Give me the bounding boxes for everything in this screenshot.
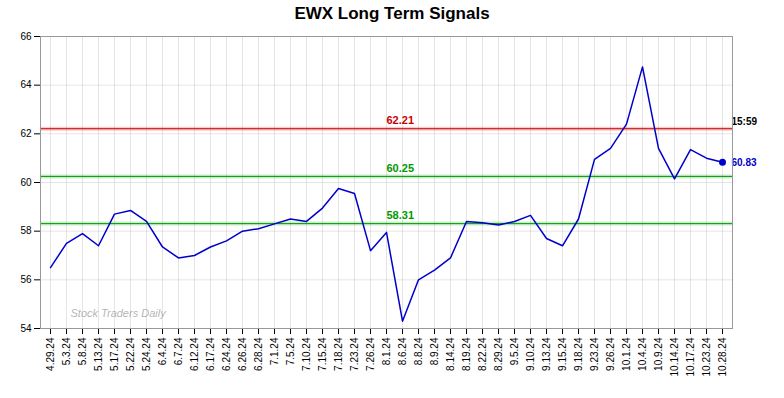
svg-text:4.29.24: 4.29.24 xyxy=(45,337,56,371)
svg-text:15:59: 15:59 xyxy=(732,116,758,127)
svg-text:9.5.24: 9.5.24 xyxy=(509,337,520,365)
svg-text:8.29.24: 8.29.24 xyxy=(493,337,504,371)
svg-text:6.28.24: 6.28.24 xyxy=(253,337,264,371)
svg-text:10.23.24: 10.23.24 xyxy=(701,337,712,376)
svg-text:8.14.24: 8.14.24 xyxy=(445,337,456,371)
svg-text:7.1.24: 7.1.24 xyxy=(269,337,280,365)
svg-text:6.17.24: 6.17.24 xyxy=(205,337,216,371)
svg-text:8.6.24: 8.6.24 xyxy=(397,337,408,365)
svg-text:8.19.24: 8.19.24 xyxy=(461,337,472,371)
svg-text:64: 64 xyxy=(20,79,32,90)
svg-text:10.28.24: 10.28.24 xyxy=(717,337,728,376)
svg-text:6.24.24: 6.24.24 xyxy=(221,337,232,371)
svg-text:5.24.24: 5.24.24 xyxy=(141,337,152,371)
svg-text:6.4.24: 6.4.24 xyxy=(157,337,168,365)
html-text:EWX Long Term Signals: EWX Long Term Signals xyxy=(294,4,490,23)
svg-text:5.3.24: 5.3.24 xyxy=(61,337,72,365)
svg-text:60: 60 xyxy=(20,177,32,188)
svg-text:5.8.24: 5.8.24 xyxy=(77,337,88,365)
svg-text:9.10.24: 9.10.24 xyxy=(525,337,536,371)
svg-text:56: 56 xyxy=(20,274,32,285)
svg-text:6.7.24: 6.7.24 xyxy=(173,337,184,365)
svg-text:10.4.24: 10.4.24 xyxy=(637,337,648,371)
svg-text:10.1.24: 10.1.24 xyxy=(621,337,632,371)
svg-text:10.9.24: 10.9.24 xyxy=(653,337,664,371)
svg-text:5.13.24: 5.13.24 xyxy=(93,337,104,371)
svg-text:58.31: 58.31 xyxy=(387,209,415,221)
svg-text:62.21: 62.21 xyxy=(387,114,415,126)
svg-text:5.22.24: 5.22.24 xyxy=(125,337,136,371)
svg-text:10.14.24: 10.14.24 xyxy=(669,337,680,376)
svg-text:66: 66 xyxy=(20,31,32,42)
svg-text:54: 54 xyxy=(20,323,32,334)
svg-text:7.15.24: 7.15.24 xyxy=(317,337,328,371)
svg-text:7.26.24: 7.26.24 xyxy=(365,337,376,371)
svg-text:7.23.24: 7.23.24 xyxy=(349,337,360,371)
svg-text:7.5.24: 7.5.24 xyxy=(285,337,296,365)
svg-text:60.25: 60.25 xyxy=(387,162,415,174)
svg-text:6.26.24: 6.26.24 xyxy=(237,337,248,371)
svg-text:58: 58 xyxy=(20,225,32,236)
svg-text:8.9.24: 8.9.24 xyxy=(429,337,440,365)
svg-text:62: 62 xyxy=(20,128,32,139)
svg-text:7.18.24: 7.18.24 xyxy=(333,337,344,371)
svg-text:9.15.24: 9.15.24 xyxy=(557,337,568,371)
svg-text:6.12.24: 6.12.24 xyxy=(189,337,200,371)
svg-text:9.18.24: 9.18.24 xyxy=(573,337,584,371)
svg-text:7.10.24: 7.10.24 xyxy=(301,337,312,371)
svg-text:Stock Traders Daily: Stock Traders Daily xyxy=(71,307,168,319)
svg-text:5.17.24: 5.17.24 xyxy=(109,337,120,371)
svg-text:10.17.24: 10.17.24 xyxy=(685,337,696,376)
svg-text:9.23.24: 9.23.24 xyxy=(589,337,600,371)
svg-text:60.83: 60.83 xyxy=(732,157,757,168)
svg-text:9.13.24: 9.13.24 xyxy=(541,337,552,371)
svg-text:8.1.24: 8.1.24 xyxy=(381,337,392,365)
svg-text:8.8.24: 8.8.24 xyxy=(413,337,424,365)
svg-text:8.22.24: 8.22.24 xyxy=(477,337,488,371)
svg-text:9.26.24: 9.26.24 xyxy=(605,337,616,371)
